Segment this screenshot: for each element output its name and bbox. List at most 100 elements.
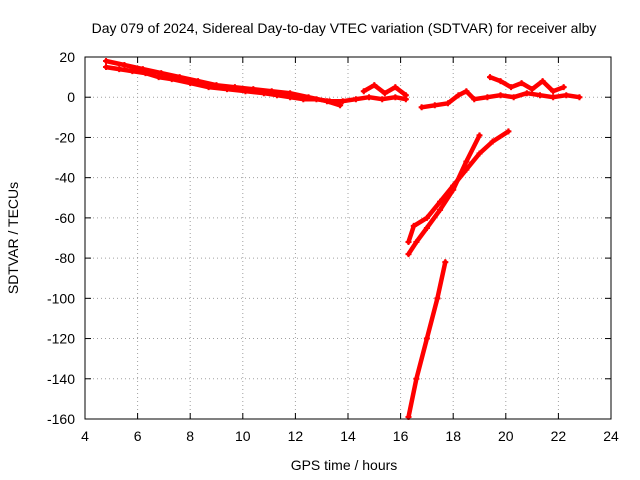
data-point <box>103 58 110 65</box>
data-point <box>437 206 444 213</box>
data-point <box>560 84 567 91</box>
data-point <box>339 98 346 105</box>
series-line-segment-7 <box>406 129 511 245</box>
data-point <box>476 150 483 157</box>
data-point <box>413 239 420 246</box>
data-point <box>121 62 128 69</box>
x-tick-label: 20 <box>498 428 514 444</box>
data-series <box>103 58 583 420</box>
y-tick-label: 20 <box>59 49 75 65</box>
data-point <box>402 92 409 99</box>
data-point <box>405 251 412 258</box>
data-point <box>139 66 146 73</box>
y-tick-label: -20 <box>55 129 75 145</box>
data-point <box>158 70 165 77</box>
data-point <box>518 80 525 87</box>
data-point <box>305 94 312 101</box>
data-point <box>360 88 367 95</box>
x-tick-label: 22 <box>551 428 567 444</box>
data-point <box>497 92 504 99</box>
data-point <box>423 224 430 231</box>
data-point <box>536 92 543 99</box>
data-point <box>497 78 504 85</box>
y-tick-label: -100 <box>47 290 75 306</box>
x-tick-label: 10 <box>235 428 251 444</box>
data-point <box>116 66 123 73</box>
y-tick-label: 0 <box>67 89 75 105</box>
data-point <box>423 214 430 221</box>
series-line-segment-2 <box>103 58 343 108</box>
data-point <box>371 82 378 89</box>
data-point <box>392 84 399 91</box>
x-tick-label: 16 <box>393 428 409 444</box>
data-point <box>323 98 330 105</box>
data-point <box>129 68 136 75</box>
x-tick-label: 14 <box>340 428 356 444</box>
data-point <box>155 74 162 81</box>
y-tick-label: -80 <box>55 250 75 266</box>
data-point <box>268 88 275 95</box>
data-point <box>437 198 444 205</box>
data-point <box>450 182 457 189</box>
data-point <box>550 94 557 101</box>
x-tick-label: 8 <box>186 428 194 444</box>
y-tick-label: -120 <box>47 331 75 347</box>
data-point <box>463 158 470 165</box>
x-tick-label: 18 <box>445 428 461 444</box>
data-point <box>413 375 420 382</box>
data-point <box>508 84 515 91</box>
data-point <box>523 90 530 97</box>
data-point <box>213 82 220 89</box>
x-tick-label: 6 <box>134 428 142 444</box>
data-point <box>471 96 478 103</box>
data-point <box>455 92 462 99</box>
data-point <box>352 96 359 103</box>
data-point <box>576 94 583 101</box>
data-point <box>431 102 438 109</box>
y-tick-label: -140 <box>47 371 75 387</box>
data-point <box>231 84 238 91</box>
y-tick-label: -40 <box>55 170 75 186</box>
chart-title: Day 079 of 2024, Sidereal Day-to-day VTE… <box>92 20 597 36</box>
data-point <box>505 128 512 135</box>
data-point <box>176 74 183 81</box>
data-point <box>287 90 294 97</box>
data-point <box>489 138 496 145</box>
data-point <box>103 64 110 71</box>
data-point <box>379 96 386 103</box>
x-tick-label: 12 <box>288 428 304 444</box>
series-line-segment-1 <box>103 64 409 104</box>
data-point <box>337 102 344 109</box>
data-point <box>463 88 470 95</box>
data-point <box>434 295 441 302</box>
data-point <box>405 239 412 246</box>
data-point <box>487 74 494 81</box>
data-point <box>539 78 546 85</box>
data-point <box>529 86 536 93</box>
data-point <box>418 104 425 111</box>
data-point <box>550 88 557 95</box>
y-tick-label: -160 <box>47 411 75 427</box>
data-point <box>484 94 491 101</box>
data-point <box>423 335 430 342</box>
data-point <box>510 94 517 101</box>
data-point <box>410 222 417 229</box>
x-tick-label: 24 <box>603 428 619 444</box>
data-point <box>195 78 202 85</box>
data-point <box>463 166 470 173</box>
data-point <box>563 92 570 99</box>
data-point <box>444 100 451 107</box>
x-axis-label: GPS time / hours <box>291 457 398 473</box>
data-point <box>476 132 483 139</box>
data-point <box>381 90 388 97</box>
data-point <box>366 94 373 101</box>
data-point <box>250 86 257 93</box>
data-point <box>442 259 449 266</box>
data-point <box>392 94 399 101</box>
x-tick-label: 4 <box>81 428 89 444</box>
y-axis-label: SDTVAR / TECUs <box>5 182 21 294</box>
axis-ticks: 4 6 8 10 12 14 16 18 20 22 24 20 0 -20 -40 -60 -80 -100 -1… <box>47 49 619 444</box>
y-tick-label: -60 <box>55 210 75 226</box>
grid-lines <box>85 57 611 419</box>
